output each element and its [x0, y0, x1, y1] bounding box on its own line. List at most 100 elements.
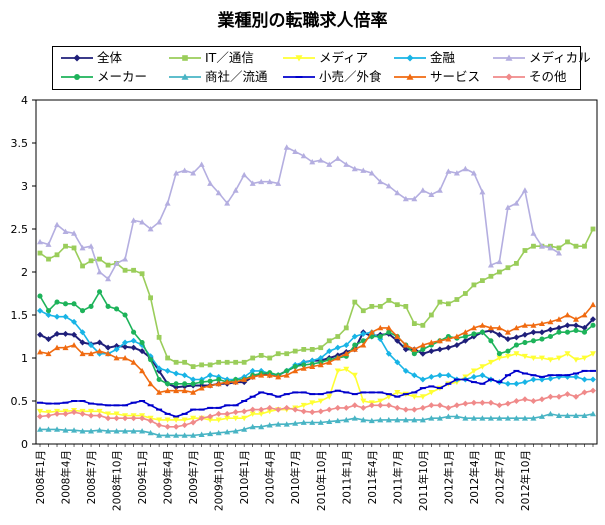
- data-point: [538, 396, 545, 403]
- data-point: [181, 372, 188, 379]
- data-point: [207, 382, 214, 388]
- data-point: [130, 337, 137, 344]
- data-point: [54, 299, 60, 305]
- data-point: [37, 293, 43, 299]
- legend-swatch: [61, 74, 93, 80]
- series-line: [39, 318, 594, 389]
- data-point: [198, 161, 205, 167]
- data-point: [590, 301, 596, 308]
- data-point: [317, 361, 324, 368]
- data-point: [394, 416, 401, 423]
- data-point: [326, 161, 333, 167]
- data-point: [403, 304, 409, 309]
- data-point: [572, 322, 579, 329]
- data-point: [215, 410, 222, 417]
- data-point: [122, 355, 129, 361]
- data-point: [62, 330, 69, 337]
- x-tick-label: 2010年4月: [264, 450, 277, 504]
- data-point: [343, 391, 350, 394]
- data-point: [538, 375, 545, 378]
- data-point: [470, 373, 477, 380]
- data-point: [113, 355, 120, 361]
- data-point: [156, 408, 163, 411]
- data-point: [497, 269, 502, 275]
- data-point: [249, 373, 256, 380]
- data-point: [232, 409, 239, 416]
- data-point: [547, 244, 554, 251]
- data-point: [555, 324, 562, 331]
- data-point: [488, 273, 494, 279]
- data-point: [266, 422, 273, 428]
- data-point: [530, 230, 537, 236]
- data-point: [471, 331, 477, 337]
- data-point: [45, 350, 52, 357]
- data-point: [139, 271, 145, 277]
- data-point: [445, 404, 452, 411]
- data-point: [445, 168, 452, 174]
- data-point: [547, 374, 554, 377]
- data-point: [37, 307, 43, 314]
- data-point: [470, 415, 477, 421]
- data-point: [216, 376, 222, 383]
- data-point: [453, 413, 460, 419]
- data-point: [402, 342, 409, 348]
- x-tick-label: 2010年7月: [289, 450, 302, 504]
- data-point: [547, 393, 554, 400]
- data-point: [284, 368, 290, 374]
- data-point: [590, 316, 596, 323]
- data-point: [267, 355, 273, 361]
- series-9: [37, 387, 596, 430]
- data-point: [547, 318, 554, 325]
- data-point: [317, 393, 324, 396]
- data-point: [377, 398, 384, 404]
- data-point: [386, 329, 392, 335]
- data-point: [564, 329, 571, 335]
- data-point: [487, 378, 494, 381]
- data-point: [266, 178, 273, 185]
- data-point: [309, 158, 316, 165]
- data-point: [411, 416, 418, 423]
- data-point: [190, 381, 196, 387]
- data-point: [45, 426, 52, 432]
- data-point: [249, 411, 256, 417]
- data-point: [555, 250, 562, 256]
- data-point: [62, 410, 69, 417]
- data-point: [368, 391, 375, 394]
- data-point: [530, 329, 537, 336]
- data-point: [113, 260, 120, 266]
- data-point: [88, 350, 95, 357]
- y-tick-label: 2: [21, 266, 28, 279]
- data-point: [79, 329, 86, 336]
- data-point: [505, 265, 511, 271]
- data-point: [556, 245, 562, 251]
- data-point: [215, 189, 222, 196]
- legend-label: IT／通信: [205, 50, 254, 65]
- data-point: [301, 347, 307, 352]
- data-point: [317, 419, 324, 425]
- data-point: [496, 415, 503, 421]
- data-point: [173, 432, 180, 438]
- data-point: [368, 329, 375, 335]
- data-point: [479, 372, 486, 379]
- data-point: [326, 418, 333, 425]
- data-point: [555, 355, 562, 361]
- data-point: [360, 167, 367, 173]
- data-point: [139, 400, 146, 402]
- data-point: [249, 395, 256, 398]
- data-point: [182, 381, 188, 387]
- data-point: [470, 170, 477, 176]
- data-point: [317, 398, 324, 404]
- series-line: [39, 146, 560, 281]
- data-point: [513, 380, 520, 387]
- data-point: [207, 378, 213, 384]
- data-point: [581, 376, 588, 383]
- data-point: [54, 221, 61, 228]
- legend-label: 全体: [97, 50, 123, 65]
- data-point: [113, 404, 120, 407]
- data-point: [79, 244, 86, 251]
- data-point: [292, 420, 299, 426]
- data-point: [54, 410, 61, 417]
- data-point: [385, 416, 392, 423]
- data-point: [513, 334, 520, 341]
- data-point: [581, 369, 588, 372]
